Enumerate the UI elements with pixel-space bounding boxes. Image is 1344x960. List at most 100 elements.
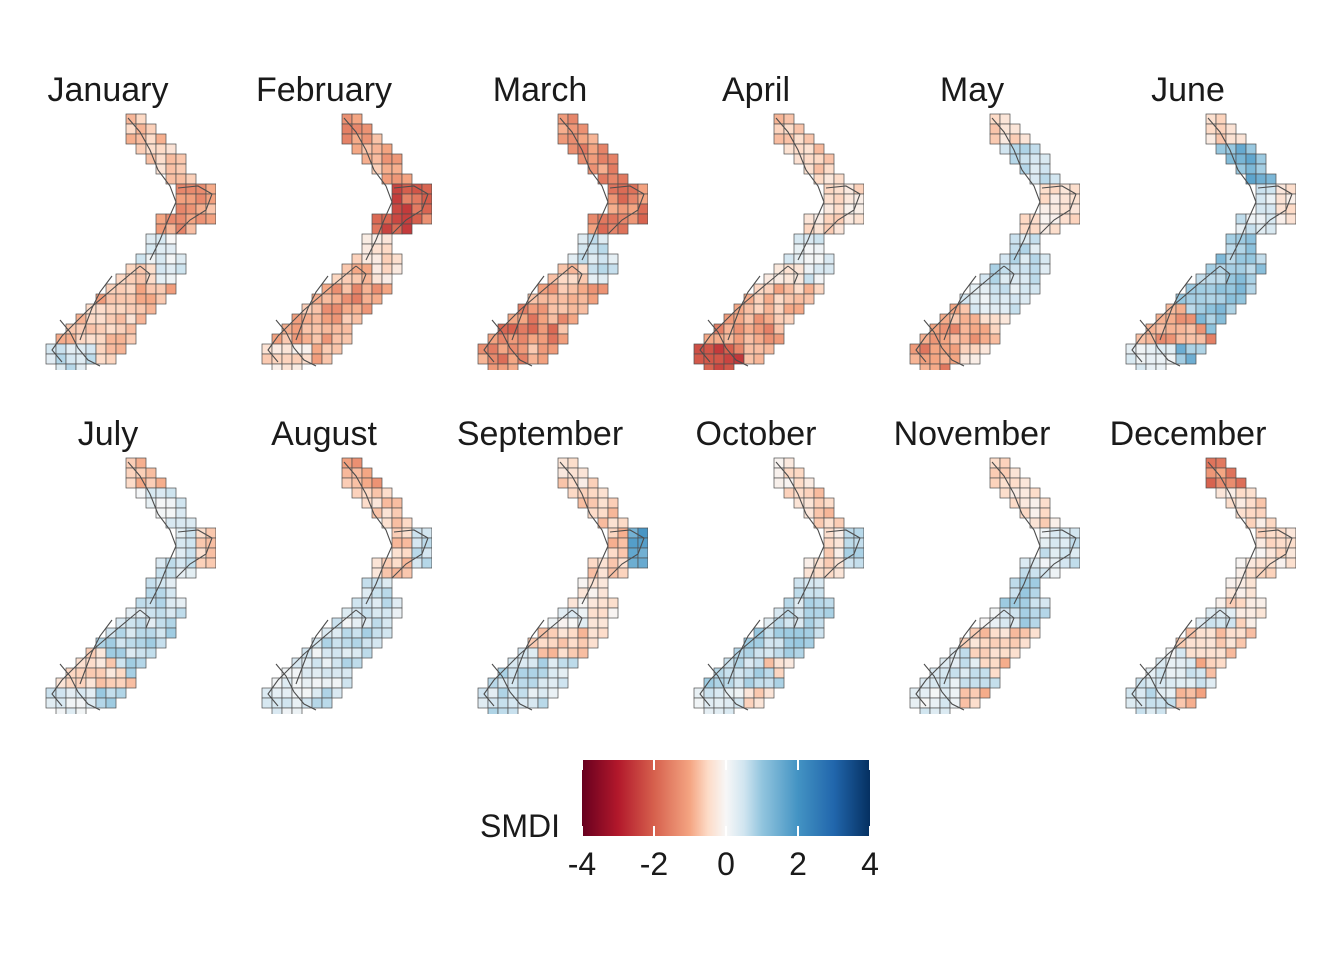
- grid-cell: [1255, 517, 1267, 529]
- grid-cell: [813, 567, 825, 579]
- grid-cell: [713, 363, 725, 370]
- grid-cell: [989, 323, 1001, 335]
- grid-cell: [1009, 293, 1021, 305]
- grid-cell: [783, 303, 795, 315]
- grid-cell: [1265, 567, 1277, 579]
- grid-cell: [969, 303, 981, 315]
- grid-cell: [1039, 203, 1051, 215]
- grid-cell: [803, 273, 815, 285]
- grid-cell: [391, 597, 403, 609]
- grid-cell: [135, 657, 147, 669]
- grid-cell: [803, 497, 815, 509]
- grid-cell: [537, 343, 549, 355]
- grid-cell: [959, 697, 971, 709]
- grid-cell: [125, 637, 137, 649]
- grid-cell: [919, 363, 931, 370]
- grid-cell: [175, 607, 187, 619]
- grid-cell: [763, 637, 775, 649]
- grid-cell: [547, 657, 559, 669]
- grid-cell: [175, 537, 187, 549]
- grid-cell: [1245, 143, 1257, 155]
- grid-cell: [115, 637, 127, 649]
- grid-cell: [753, 627, 765, 639]
- grid-cell: [105, 283, 117, 295]
- grid-cell: [1029, 487, 1041, 499]
- grid-cell: [135, 313, 147, 325]
- grid-cell: [1029, 627, 1041, 639]
- grid-cell: [607, 497, 619, 509]
- grid-cell: [321, 657, 333, 669]
- grid-cell: [989, 263, 1001, 275]
- legend-tick: [725, 826, 727, 836]
- grid-cell: [1235, 597, 1247, 609]
- grid-cell: [803, 607, 815, 619]
- grid-cell: [115, 283, 127, 295]
- grid-cell: [1049, 517, 1061, 529]
- grid-cell: [1019, 557, 1031, 569]
- grid-cell: [371, 617, 383, 629]
- grid-cell: [773, 647, 785, 659]
- grid-cell: [125, 333, 137, 345]
- grid-cell: [381, 567, 393, 579]
- grid-cell: [703, 343, 715, 355]
- grid-cell: [391, 607, 403, 619]
- grid-cell: [411, 193, 423, 205]
- grid-cell: [577, 587, 589, 599]
- grid-cell: [371, 273, 383, 285]
- grid-cell: [1255, 183, 1267, 195]
- grid-cell: [939, 333, 951, 345]
- boundary-line: [707, 663, 749, 711]
- grid-cell: [833, 193, 845, 205]
- grid-cell: [1185, 333, 1197, 345]
- grid-cell: [1185, 303, 1197, 315]
- grid-cell: [763, 657, 775, 669]
- grid-cell: [1265, 173, 1277, 185]
- grid-cell: [1029, 233, 1041, 245]
- grid-cell: [165, 577, 177, 589]
- grid-cell: [1029, 567, 1041, 579]
- grid-cell: [391, 557, 403, 569]
- grid-cell: [281, 687, 293, 699]
- grid-cell: [969, 333, 981, 345]
- grid-cell: [733, 323, 745, 335]
- grid-cell: [341, 457, 353, 469]
- grid-cell: [1135, 687, 1147, 699]
- grid-cell: [351, 487, 363, 499]
- legend-title: SMDI: [480, 808, 560, 844]
- grid-cell: [803, 637, 815, 649]
- grid-cell: [557, 263, 569, 275]
- grid-cell: [1195, 333, 1207, 345]
- grid-cell: [1019, 477, 1031, 489]
- map-panel-november: November: [864, 414, 1080, 714]
- grid-cell: [95, 343, 107, 355]
- grid-cell: [753, 323, 765, 335]
- grid-cell: [145, 123, 157, 135]
- grid-cell: [577, 283, 589, 295]
- grid-cell: [135, 647, 147, 659]
- grid-cell: [557, 637, 569, 649]
- grid-cell: [713, 697, 725, 709]
- grid-cell: [155, 607, 167, 619]
- grid-cell: [1195, 647, 1207, 659]
- grid-cell: [703, 687, 715, 699]
- grid-cell: [1019, 143, 1031, 155]
- grid-cell: [1039, 253, 1051, 265]
- grid-cell: [723, 333, 735, 345]
- legend-tick-label: 2: [789, 846, 807, 882]
- grid-cell: [803, 293, 815, 305]
- nz-map: [477, 113, 648, 370]
- grid-cell: [577, 647, 589, 659]
- grid-cell: [341, 113, 353, 125]
- grid-cell: [341, 667, 353, 679]
- grid-cell: [135, 597, 147, 609]
- grid-cell: [813, 617, 825, 629]
- grid-cell: [617, 547, 629, 559]
- grid-cell: [607, 183, 619, 195]
- grid-cell: [351, 143, 363, 155]
- grid-cell: [1175, 657, 1187, 669]
- panel-title: January: [47, 71, 169, 109]
- grid-cell: [1039, 527, 1051, 539]
- grid-cell: [1049, 537, 1061, 549]
- grid-cell: [291, 363, 303, 370]
- grid-cell: [537, 313, 549, 325]
